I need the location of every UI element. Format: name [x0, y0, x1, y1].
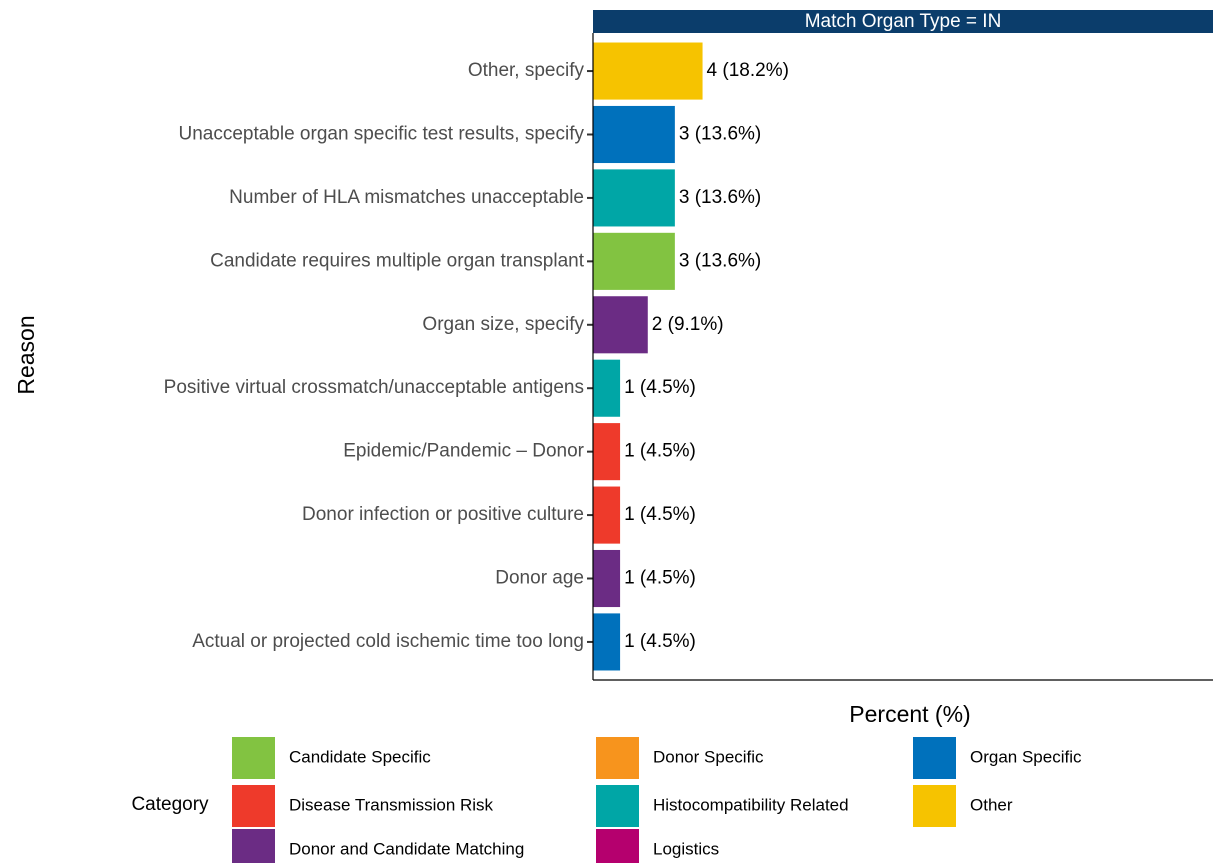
y-tick-label: Donor age: [495, 568, 584, 589]
y-tick-label: Number of HLA mismatches unacceptable: [229, 187, 584, 208]
bar: [593, 296, 648, 354]
value-label: 4 (18.2%): [707, 60, 789, 81]
bar: [593, 232, 675, 290]
legend-key: [232, 829, 275, 863]
bar: [593, 423, 621, 481]
value-label: 3 (13.6%): [679, 187, 761, 208]
legend-label: Disease Transmission Risk: [289, 795, 494, 814]
y-tick-label: Candidate requires multiple organ transp…: [210, 250, 585, 271]
y-axis-title: Reason: [13, 315, 39, 394]
legend-label: Donor Specific: [653, 747, 764, 766]
bar: [593, 549, 621, 608]
legend-label: Histocompatibility Related: [653, 795, 849, 814]
y-tick-label: Positive virtual crossmatch/unacceptable…: [164, 377, 584, 398]
legend-label: Other: [970, 795, 1013, 814]
bar: [593, 169, 675, 227]
bar: [593, 42, 703, 100]
y-tick-label: Unacceptable organ specific test results…: [178, 124, 584, 145]
bar: [593, 486, 621, 544]
y-tick-label: Epidemic/Pandemic – Donor: [343, 441, 584, 462]
facet-title: Match Organ Type = IN: [805, 11, 1002, 32]
legend-key: [913, 785, 956, 827]
value-label: 1 (4.5%): [624, 441, 696, 462]
value-label: 1 (4.5%): [624, 377, 696, 398]
legend-label: Organ Specific: [970, 747, 1082, 766]
legend-key: [232, 737, 275, 779]
legend-key: [596, 737, 639, 779]
legend-key: [596, 829, 639, 863]
bar: [593, 613, 621, 671]
y-tick-label: Donor infection or positive culture: [302, 504, 584, 525]
legend-title: Category: [131, 794, 209, 815]
bar: [593, 359, 621, 417]
y-tick-label: Actual or projected cold ischemic time t…: [192, 631, 584, 652]
legend-label: Logistics: [653, 839, 719, 858]
legend-label: Donor and Candidate Matching: [289, 839, 524, 858]
legend-label: Candidate Specific: [289, 747, 431, 766]
y-tick-label: Other, specify: [468, 60, 585, 81]
x-axis-title: Percent (%): [849, 701, 970, 727]
value-label: 1 (4.5%): [624, 568, 696, 589]
facet-strip: [593, 10, 1213, 33]
legend-key: [913, 737, 956, 779]
value-label: 1 (4.5%): [624, 631, 696, 652]
bar: [593, 105, 675, 164]
value-label: 3 (13.6%): [679, 124, 761, 145]
legend-key: [596, 785, 639, 827]
value-label: 2 (9.1%): [652, 314, 724, 335]
legend-key: [232, 785, 275, 827]
value-label: 1 (4.5%): [624, 504, 696, 525]
y-tick-label: Organ size, specify: [422, 314, 584, 335]
value-label: 3 (13.6%): [679, 250, 761, 271]
